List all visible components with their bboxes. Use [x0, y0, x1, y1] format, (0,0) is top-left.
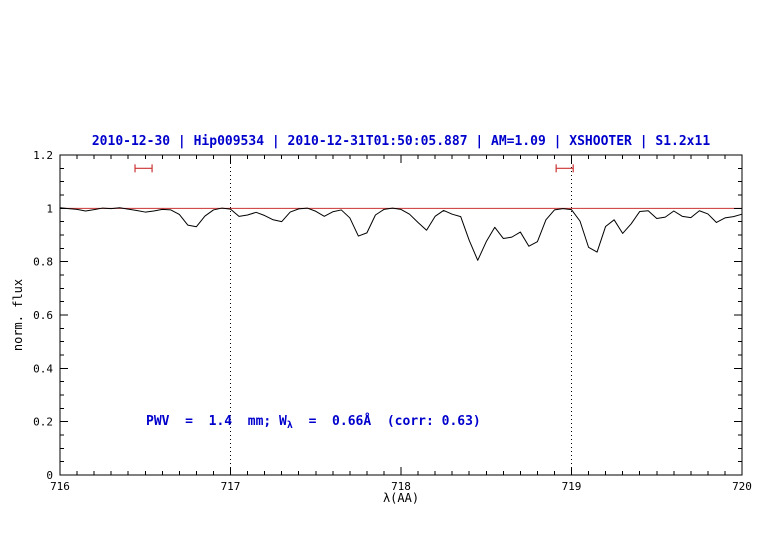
x-tick-label: 719	[562, 480, 582, 493]
y-tick-label: 0.6	[33, 309, 53, 322]
dotted-guidelines	[230, 155, 572, 475]
y-tick-label: 1	[46, 202, 53, 215]
x-tick-label: 717	[221, 480, 241, 493]
x-tick-label: 718	[391, 480, 411, 493]
annotation-lambda-subscript: λ	[286, 420, 293, 431]
annotation-text-pre: PWV = 1.4 mm; W	[146, 414, 287, 429]
x-tick-label: 716	[50, 480, 70, 493]
y-tick-label: 0.2	[33, 416, 53, 429]
pwv-annotation: PWV = 1.4 mm; Wλ = 0.66Å (corr: 0.63)	[146, 414, 481, 431]
annotation-text-post: = 0.66Å (corr: 0.63)	[292, 414, 481, 429]
plot-title: 2010-12-30 | Hip009534 | 2010-12-31T01:5…	[91, 134, 711, 149]
y-axis-label: norm. flux	[11, 278, 25, 352]
y-tick-label: 1.2	[33, 149, 53, 162]
axis-ticks	[59, 154, 743, 476]
x-tick-label: 720	[732, 480, 752, 493]
tick-labels: 716 717 718 719 720 0 0.2 0.4 0.6 0.8 1 1.2	[33, 149, 752, 493]
y-tick-label: 0	[46, 469, 53, 482]
y-tick-label: 0.4	[33, 362, 53, 375]
absorption-range-markers	[134, 164, 574, 173]
x-axis-label: λ(AA)	[382, 491, 420, 505]
y-tick-label: 0.8	[33, 256, 53, 269]
spectrum-line	[59, 207, 743, 261]
